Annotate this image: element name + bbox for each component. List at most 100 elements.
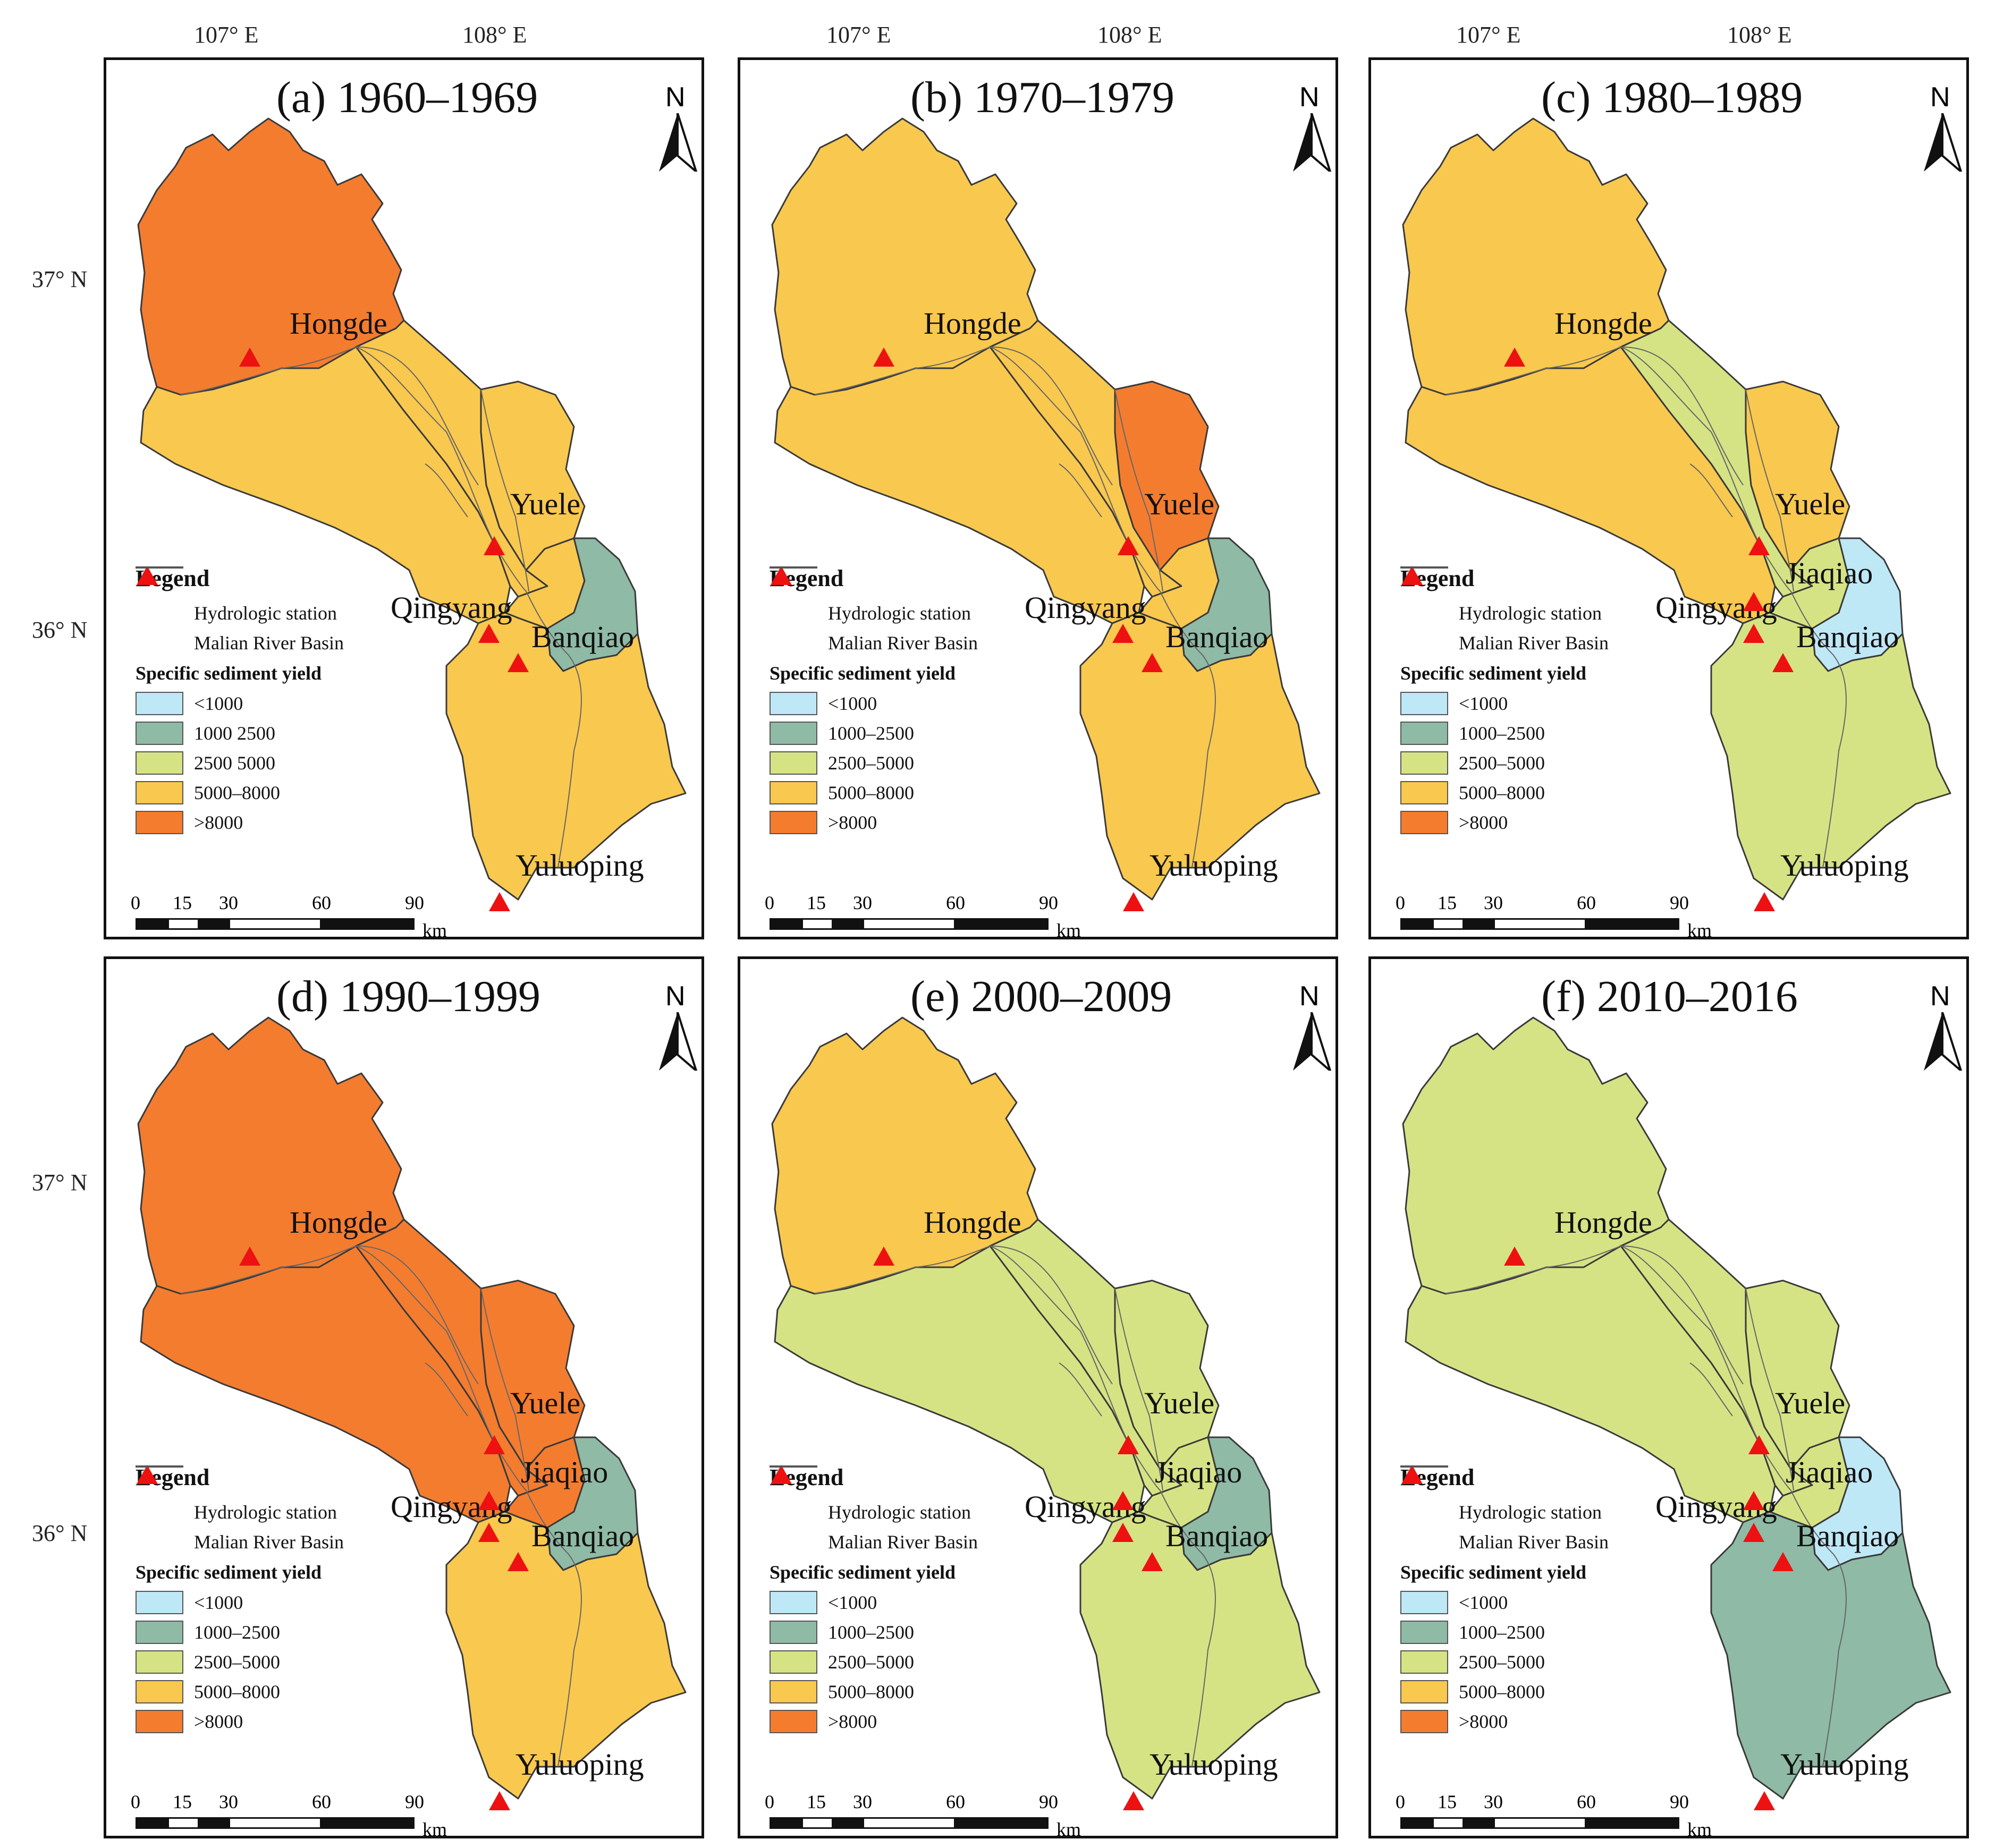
legend-swatch [770,1650,817,1674]
north-label: N [1299,82,1320,113]
legend: Legend Hydrologic station Malian River Bas… [1400,1464,1609,1736]
station-label: Yuluoping [515,848,644,883]
legend-class-row: 2500–5000 [1400,1647,1609,1677]
lat-label-36-row-2: 36° N [32,1520,88,1546]
station-marker [1504,347,1525,367]
north-arrow-icon: N [1288,980,1335,1076]
scale-tick: 30 [219,1791,238,1812]
station-label: Hongde [1554,1205,1652,1240]
station-label: Jiaqiao [521,1455,608,1489]
scale-bar: 0 15 30 60 90 km [1396,892,1719,937]
subbasin-south [445,1511,687,1800]
legend: Legend Hydrologic station Malian River Bas… [136,1464,344,1736]
station-label: Banqiao [531,620,634,654]
station-marker [1754,1791,1775,1810]
legend-basin-row: Malian River Basin [136,1465,344,1553]
legend-swatch [136,1650,183,1674]
station-label: Jiaqiao [1155,1455,1242,1489]
subbasin-south [1079,1511,1321,1800]
legend-ssy-title: Specific sediment yield [1400,1562,1586,1583]
legend-swatch [1400,1680,1448,1703]
river-line [1689,463,1733,518]
legend-class-row: 2500–5000 [136,1647,344,1677]
legend-ssy-title: Specific sediment yield [1400,663,1586,684]
station-marker [1743,1491,1764,1510]
river-line [1790,1490,1847,1767]
river-line [1059,463,1102,518]
legend-swatch [1400,722,1448,745]
legend-class-row: 2500–5000 [770,1647,978,1677]
legend-swatch [136,722,183,745]
north-label: N [1299,981,1320,1012]
scale-tick: 60 [312,892,331,913]
scale-bar: 0 15 30 60 90 km [131,1791,454,1836]
scale-tick: 0 [131,1791,140,1812]
legend-swatch [136,751,183,775]
legend-class-row: <1000 [136,1588,344,1617]
legend-ssy-title: Specific sediment yield [770,1562,956,1583]
legend-swatch [1400,692,1448,715]
river-line [480,1288,529,1491]
subbasin-south [1710,1511,1951,1800]
legend-swatch [770,692,817,715]
station-marker [1748,536,1770,555]
station-marker [1743,624,1764,643]
station-marker [1118,1435,1139,1454]
north-arrow-icon: N [1288,81,1335,177]
station-label: Yuele [1775,487,1845,521]
legend-class-row: 2500–5000 [770,748,978,778]
legend-station-row: Hydrologic station [770,1465,978,1527]
station-label: Hongde [290,306,387,341]
station-marker [873,347,894,367]
scale-unit: km [1056,920,1081,939]
scale-bar: 0 15 30 60 90 km [1396,1791,1719,1836]
legend-class-row: >8000 [136,808,344,837]
scale-tick: 30 [219,892,238,913]
scale-tick: 30 [853,892,872,913]
scale-unit: km [1687,1819,1712,1838]
north-label: N [1930,981,1950,1012]
legend-class-row: 5000–8000 [136,1677,344,1707]
scale-bar: 0 15 30 60 90 km [131,892,454,937]
legend-basin-row: Malian River Basin [136,566,344,654]
scale-unit: km [1056,1819,1081,1838]
river-line [425,463,468,518]
scale-tick: 90 [1039,1791,1058,1812]
station-marker [508,653,529,672]
station-label: Qingyang [391,590,512,625]
station-label: Banqiao [1796,620,1899,654]
river-line [425,1362,468,1417]
station-marker [1123,1791,1144,1810]
legend-class-row: 2500 5000 [136,748,344,778]
legend-class-row: 1000–2500 [1400,718,1609,748]
station-label: Yuluoping [1780,1747,1909,1782]
station-label: Jiaqiao [1786,1455,1873,1489]
station-marker [1142,653,1163,672]
station-marker [1118,536,1139,555]
station-marker [1504,1247,1525,1266]
legend-class-row: 5000–8000 [136,778,344,808]
river-line [1160,1490,1216,1767]
river-line [1620,346,1744,486]
basin-map: Hongde Yuele Qingyang Banqiao Yuluoping [137,117,687,911]
scale-tick: 0 [765,1791,774,1812]
legend-class-row: 1000–2500 [770,718,978,748]
legend-swatch [1400,1710,1448,1733]
legend-class-row: >8000 [1400,808,1609,837]
legend-swatch [770,781,817,804]
station-marker [1754,892,1775,911]
legend-swatch [1400,1591,1448,1614]
station-label: Yuele [510,487,580,521]
river-line [1160,591,1216,868]
legend-swatch [1400,751,1448,775]
station-label: Hongde [1554,306,1652,341]
scale-tick: 60 [946,892,965,913]
legend-basin-row: Malian River Basin [1400,1465,1609,1553]
panel-title: (d) 1990–1999 [276,972,540,1021]
station-marker [478,1523,500,1542]
scale-tick: 15 [807,1791,826,1812]
legend-class-row: 1000–2500 [1400,1617,1609,1647]
subbasin-south [445,612,687,901]
legend-swatch [1400,781,1448,804]
legend-swatch [136,811,183,834]
